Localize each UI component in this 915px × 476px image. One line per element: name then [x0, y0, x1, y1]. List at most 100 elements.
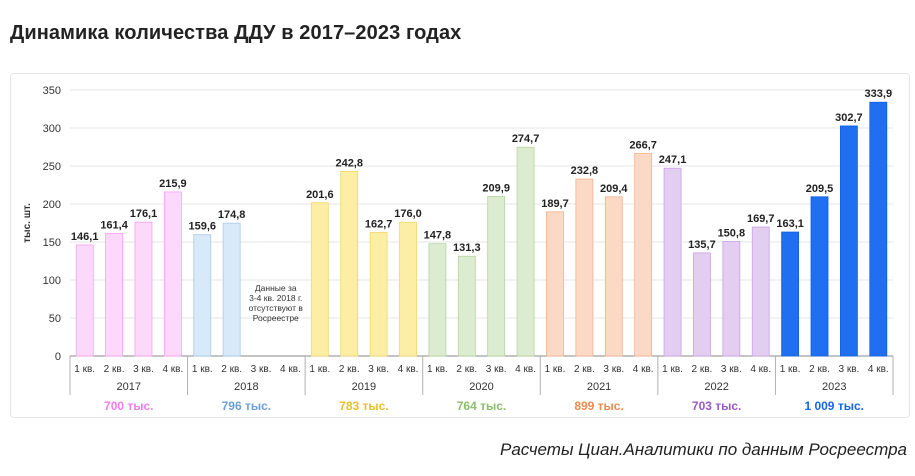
quarter-label: 1 кв.: [662, 364, 683, 375]
year-label: 2022: [704, 381, 728, 393]
bar-value-label: 333,9: [865, 88, 893, 100]
bar-value-label: 146,1: [71, 231, 99, 243]
year-label: 2023: [822, 381, 846, 393]
quarter-label: 2 кв.: [456, 364, 477, 375]
chart-title: Динамика количества ДДУ в 2017–2023 года…: [10, 22, 462, 44]
bar-value-label: 266,7: [629, 139, 657, 151]
y-tick-label: 300: [43, 123, 61, 135]
quarter-label: 1 кв.: [427, 364, 448, 375]
missing-data-note: Данные за: [255, 283, 297, 293]
bar-value-label: 242,8: [335, 157, 363, 169]
bar: [781, 231, 800, 357]
y-tick-label: 50: [49, 313, 61, 325]
quarter-label: 3 кв.: [251, 364, 272, 375]
bar: [516, 146, 535, 357]
year-label: 2021: [587, 381, 611, 393]
quarter-label: 3 кв.: [486, 364, 507, 375]
bar: [575, 178, 594, 357]
y-tick-label: 100: [43, 275, 61, 287]
quarter-label: 3 кв.: [368, 364, 389, 375]
bar: [663, 167, 682, 357]
bar: [163, 191, 182, 357]
quarter-label: 2 кв.: [221, 364, 242, 375]
y-axis-label: тыс. шт.: [22, 203, 33, 243]
quarter-label: 3 кв.: [133, 364, 154, 375]
bar-value-label: 302,7: [835, 112, 863, 124]
y-tick-label: 150: [43, 237, 61, 249]
y-tick-label: 0: [55, 351, 61, 363]
year-total: 899 тыс.: [574, 399, 624, 413]
bar-value-label: 189,7: [541, 198, 569, 210]
bar: [399, 221, 417, 357]
bar: [693, 252, 711, 357]
quarter-label: 2 кв.: [692, 364, 713, 375]
quarter-label: 3 кв.: [839, 364, 860, 375]
year-total: 796 тыс.: [222, 399, 272, 413]
missing-data-note: Росреестре: [253, 313, 299, 323]
quarter-label: 1 кв.: [74, 364, 95, 375]
bar-value-label: 150,8: [718, 227, 746, 239]
bar-value-label: 176,1: [130, 208, 158, 220]
bar: [634, 152, 653, 357]
bar: [840, 125, 858, 357]
quarter-label: 2 кв.: [104, 364, 125, 375]
bar-value-label: 161,4: [100, 219, 128, 231]
quarter-label: 1 кв.: [192, 364, 213, 375]
bar-value-label: 209,4: [600, 183, 628, 195]
bar-value-label: 232,8: [571, 165, 599, 177]
quarter-label: 1 кв.: [780, 364, 801, 375]
year-label: 2020: [469, 381, 493, 393]
quarter-label: 2 кв.: [574, 364, 595, 375]
year-label: 2017: [117, 381, 141, 393]
quarter-label: 1 кв.: [545, 364, 566, 375]
quarter-label: 4 кв.: [750, 364, 771, 375]
bar: [340, 171, 359, 357]
bar: [369, 231, 388, 357]
bar-value-label: 169,7: [747, 213, 775, 225]
bar-value-label: 131,3: [453, 242, 481, 254]
year-label: 2018: [234, 381, 258, 393]
bar-value-label: 209,9: [482, 182, 510, 194]
year-total: 764 тыс.: [457, 399, 507, 413]
bar: [105, 232, 123, 357]
y-tick-label: 250: [43, 161, 61, 173]
bar: [457, 255, 476, 357]
quarter-label: 4 кв.: [162, 364, 183, 375]
quarter-label: 4 кв.: [280, 364, 301, 375]
bar-value-label: 176,0: [394, 208, 422, 220]
bar: [604, 196, 623, 357]
quarter-label: 2 кв.: [339, 364, 360, 375]
year-total: 700 тыс.: [104, 399, 154, 413]
bar: [751, 226, 770, 357]
bar-chart: 0 50 100 150 200 250 300 350 тыс. шт. 1 кв. 146,1 2…: [22, 85, 894, 413]
quarter-label: 2 кв.: [809, 364, 830, 375]
bar-value-label: 159,6: [189, 221, 217, 233]
bar: [193, 234, 212, 357]
missing-data-note: 3-4 кв. 2018 г.: [249, 293, 302, 303]
bar: [869, 101, 888, 357]
bar-value-label: 135,7: [688, 239, 716, 251]
y-tick-label: 200: [43, 199, 61, 211]
bar: [428, 243, 447, 357]
year-total: 783 тыс.: [339, 399, 389, 413]
bar: [546, 211, 564, 357]
missing-data-note: отсутствуют в: [249, 303, 304, 313]
bar-value-label: 147,8: [424, 230, 452, 242]
y-tick-label: 350: [43, 85, 61, 97]
source-note: Расчеты Циан.Аналитики по данным Росреес…: [500, 440, 907, 459]
quarter-label: 3 кв.: [721, 364, 742, 375]
bar: [75, 244, 94, 357]
bar: [222, 222, 241, 357]
quarter-label: 1 кв.: [309, 364, 330, 375]
bar: [722, 240, 741, 357]
year-total: 703 тыс.: [692, 399, 742, 413]
quarter-label: 4 кв.: [398, 364, 419, 375]
bar-value-label: 215,9: [159, 178, 187, 190]
bar-value-label: 163,1: [776, 218, 804, 230]
bar-value-label: 209,5: [806, 183, 834, 195]
bar: [487, 196, 506, 357]
quarter-label: 4 кв.: [633, 364, 654, 375]
bar: [810, 196, 829, 357]
bar-value-label: 247,1: [659, 154, 687, 166]
bar-value-label: 162,7: [365, 218, 393, 230]
